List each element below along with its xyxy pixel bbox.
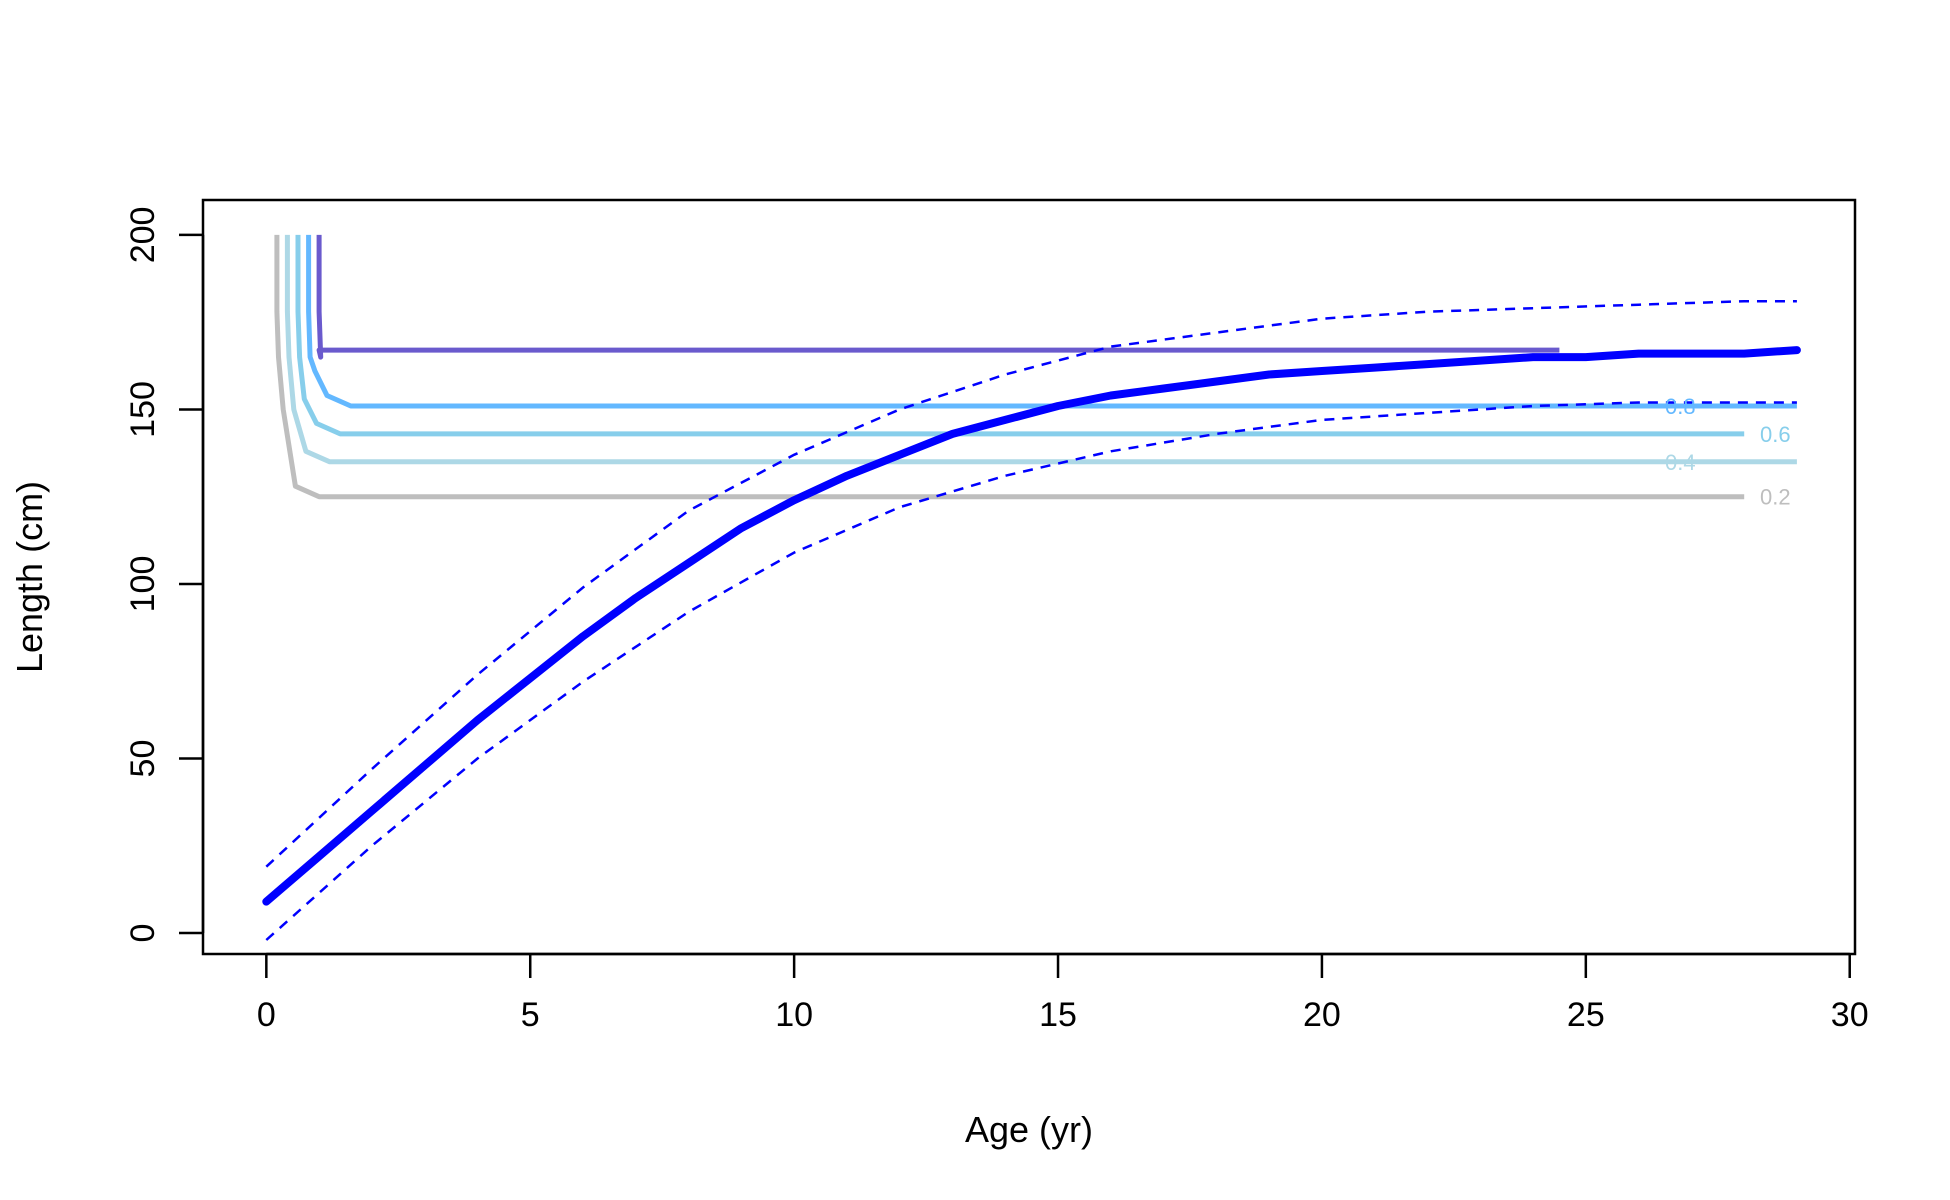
- contour-line: [295, 234, 1745, 437]
- y-axis-title: Length (cm): [9, 481, 50, 673]
- x-tick-label: 15: [1039, 996, 1077, 1034]
- y-axis: 0 50 100 150 200: [124, 207, 205, 943]
- contour-label: 0.2: [1760, 485, 1791, 510]
- upper-ci-line: [265, 299, 1797, 868]
- x-tick-label: 0: [257, 996, 276, 1034]
- y-tick-label: 100: [124, 556, 162, 613]
- y-tick-label: 150: [124, 381, 162, 438]
- contour-line: [274, 234, 1745, 500]
- contour-line: [284, 234, 1797, 465]
- growth-curve-layer: [262, 299, 1801, 941]
- x-axis-title: Age (yr): [965, 1109, 1093, 1150]
- contour-label: 0.6: [1760, 422, 1791, 447]
- y-tick-label: 0: [124, 924, 162, 943]
- x-tick-label: 30: [1831, 996, 1869, 1034]
- plot-box: [201, 198, 1857, 956]
- y-tick-label: 50: [124, 740, 162, 778]
- x-axis: 0 5 10 15 20 25 30: [257, 952, 1869, 1034]
- contour-label-layer: 0.2 0.4 0.6 0.8: [1665, 394, 1791, 510]
- contour-line: [306, 234, 1797, 409]
- mean-growth-line: [262, 346, 1801, 906]
- contour-layer: [274, 234, 1797, 500]
- contour-line: [316, 234, 1560, 360]
- x-tick-label: 20: [1303, 996, 1341, 1034]
- x-tick-label: 25: [1567, 996, 1605, 1034]
- contour-label: 0.8: [1665, 394, 1696, 419]
- x-tick-label: 5: [521, 996, 540, 1034]
- contour-label: 0.4: [1665, 450, 1696, 475]
- y-tick-label: 200: [124, 207, 162, 264]
- lower-ci-line: [265, 401, 1797, 941]
- x-tick-label: 10: [775, 996, 813, 1034]
